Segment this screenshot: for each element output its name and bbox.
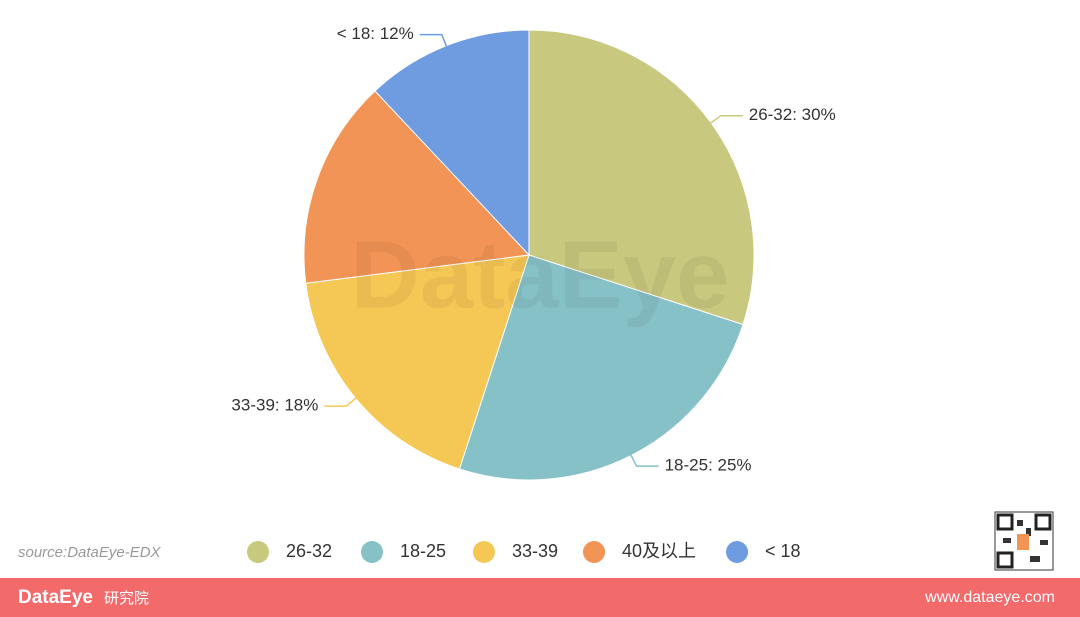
labels: 26-32: 30% 18-25: 25% 33-39: 18% < 18: 12% — [231, 24, 835, 475]
source: source:DataEye-EDX — [18, 544, 162, 561]
watermark: DataEye — [351, 221, 730, 328]
qr-code — [994, 511, 1054, 571]
data-label: < 18: 12% — [337, 24, 414, 43]
data-label: 33-39: 18% — [231, 396, 318, 415]
legend-label: 18-25 — [400, 541, 446, 561]
legend-label: 26-32 — [286, 541, 332, 561]
leader-line — [704, 114, 743, 129]
leader-line — [324, 392, 363, 407]
footer-brand: DataEye — [18, 587, 93, 608]
footer-url: www.dataeye.com — [924, 589, 1055, 606]
footer-bar — [0, 578, 1080, 617]
legend-swatch — [726, 541, 748, 563]
pie-slice — [303, 90, 531, 284]
leader-line — [626, 448, 659, 467]
data-label: 26-32: 30% — [749, 105, 836, 124]
legend-swatch — [247, 541, 269, 563]
legend-swatch — [473, 541, 495, 563]
leader-line — [419, 33, 450, 54]
data-label: 18-25: 25% — [665, 456, 752, 475]
legend-label: 33-39 — [512, 541, 558, 561]
legend-swatch — [583, 541, 605, 563]
legend: 26-32 18-25 33-39 40及以上 < 18 — [247, 541, 801, 563]
pie — [303, 29, 755, 481]
footer-brand-suffix: 研究院 — [104, 589, 149, 607]
legend-label: 40及以上 — [622, 541, 696, 561]
legend-label: < 18 — [765, 541, 801, 561]
legend-swatch — [361, 541, 383, 563]
